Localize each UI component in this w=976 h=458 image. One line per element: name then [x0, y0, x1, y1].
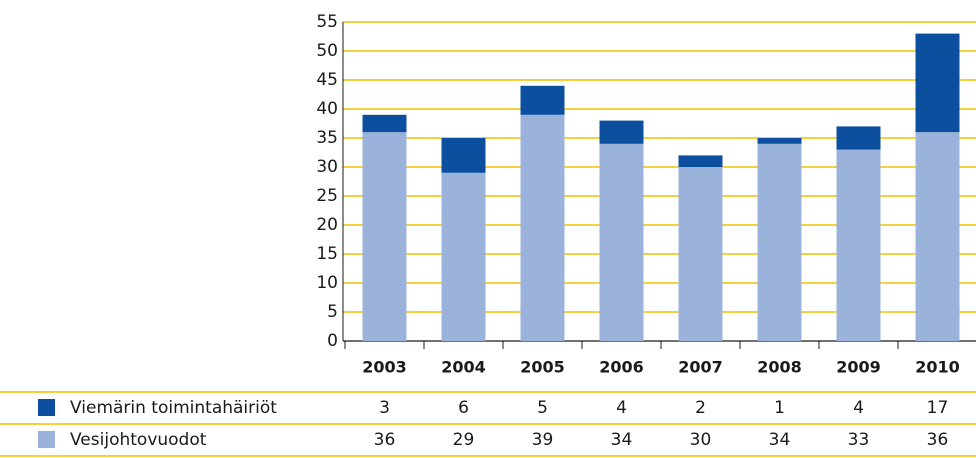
x-tick-label: 2008: [757, 358, 802, 377]
table-value: 33: [848, 430, 870, 450]
bar-segment: [520, 114, 565, 341]
bar-segment: [757, 143, 802, 341]
bar-segment: [362, 114, 407, 133]
legend-label: Viemärin toimintahäiriöt: [70, 398, 277, 418]
table-value: 5: [537, 398, 548, 418]
y-tick-label: 40: [316, 99, 338, 119]
table-value: 30: [690, 430, 712, 450]
x-tick-label: 2004: [441, 358, 486, 377]
table-value: 36: [927, 430, 949, 450]
bar-segment: [757, 138, 802, 144]
legend-label: Vesijohtovuodot: [70, 430, 207, 450]
y-tick-label: 15: [316, 244, 338, 264]
table-value: 6: [458, 398, 469, 418]
legend-swatch: [38, 399, 55, 416]
legend-swatch: [38, 431, 55, 448]
table-value: 17: [927, 398, 949, 418]
y-tick-label: 30: [316, 157, 338, 177]
y-tick-label: 50: [316, 41, 338, 61]
y-tick-label: 20: [316, 215, 338, 235]
x-tick-label: 2007: [678, 358, 723, 377]
table-value: 4: [616, 398, 627, 418]
x-tick-label: 2009: [836, 358, 881, 377]
x-tick-label: 2005: [520, 358, 565, 377]
y-tick-label: 45: [316, 70, 338, 90]
table-value: 39: [532, 430, 554, 450]
bar-segment: [678, 167, 723, 341]
bar-segment: [441, 172, 486, 341]
y-tick-label: 35: [316, 128, 338, 148]
bar-segment: [678, 155, 723, 167]
bar-segment: [362, 132, 407, 341]
y-tick-label: 25: [316, 186, 338, 206]
bar-segment: [599, 143, 644, 341]
y-tick-label: 0: [327, 331, 338, 351]
table-value: 3: [379, 398, 390, 418]
table-value: 29: [453, 430, 475, 450]
y-tick-label: 5: [327, 302, 338, 322]
x-tick-label: 2003: [362, 358, 407, 377]
table-value: 1: [774, 398, 785, 418]
bar-segment: [441, 138, 486, 173]
x-tick-label: 2010: [915, 358, 960, 377]
table-value: 36: [374, 430, 396, 450]
bar-segment: [836, 126, 881, 150]
bar-segment: [915, 33, 960, 133]
table-value: 4: [853, 398, 864, 418]
bar-segment: [915, 132, 960, 341]
table-value: 2: [695, 398, 706, 418]
table-value: 34: [769, 430, 791, 450]
bar-segment: [520, 85, 565, 115]
table-value: 34: [611, 430, 633, 450]
y-tick-label: 55: [316, 12, 338, 32]
bar-segment: [836, 149, 881, 341]
x-tick-label: 2006: [599, 358, 644, 377]
y-tick-label: 10: [316, 273, 338, 293]
bar-segment: [599, 120, 644, 144]
